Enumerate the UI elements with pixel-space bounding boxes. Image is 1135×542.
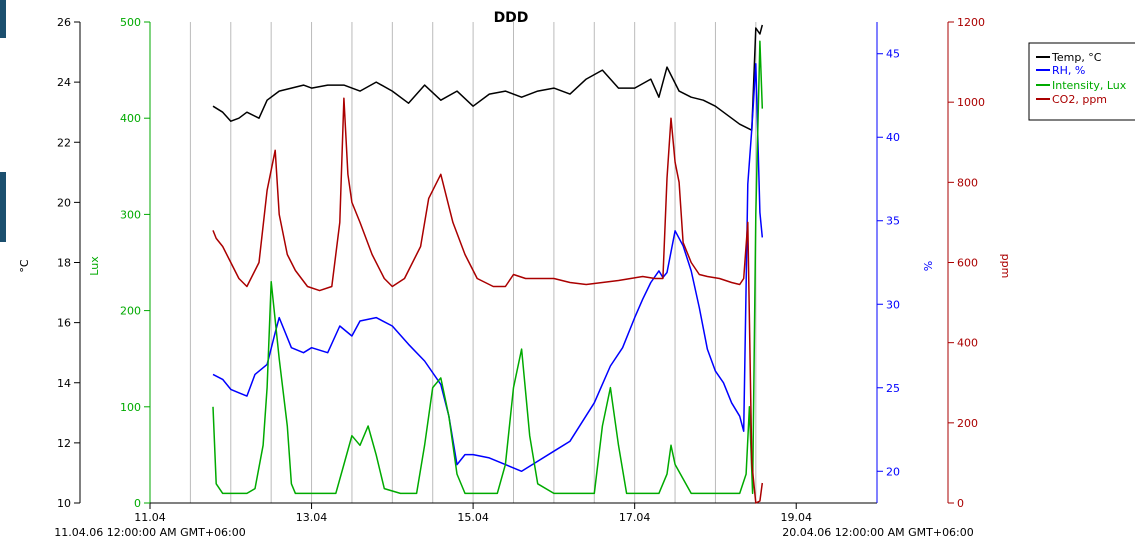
co2-tick-label: 1000 [957, 96, 985, 109]
legend: Temp, °C RH, % Intensity, Lux CO2, ppm [1028, 42, 1135, 121]
rh-tick-label: 20 [886, 465, 900, 478]
legend-box [1028, 42, 1135, 121]
rh-tick-label: 35 [886, 215, 900, 228]
x-range-start-label: 11.04.06 12:00:00 AM GMT+06:00 [54, 526, 246, 539]
lux-tick-label: 500 [120, 16, 141, 29]
x-tick-label: 17.04 [619, 511, 651, 524]
lux-tick-label: 100 [120, 401, 141, 414]
legend-label-co2: CO2, ppm [1052, 93, 1107, 106]
temp-tick-label: 22 [57, 136, 71, 149]
vertical-gridlines [189, 22, 757, 503]
series-line-rh [212, 63, 764, 473]
rh-tick-label: 40 [886, 131, 900, 144]
co2-tick-label: 200 [957, 417, 978, 430]
co2-tick-label: 600 [957, 257, 978, 270]
temp-tick-label: 12 [57, 437, 71, 450]
rh-tick-label: 25 [886, 382, 900, 395]
rh-axis-label: % [922, 261, 935, 271]
legend-label-temp: Temp, °C [1051, 51, 1102, 64]
temp-tick-label: 14 [57, 377, 71, 390]
series-layer [212, 24, 764, 504]
temp-tick-label: 18 [57, 257, 71, 270]
lux-axis-label: Lux [88, 256, 101, 276]
temp-tick-label: 26 [57, 16, 71, 29]
x-tick-label: 13.04 [296, 511, 328, 524]
series-line-co2 [212, 97, 764, 504]
chart-title: DDD [494, 10, 529, 26]
series-line-temp [212, 24, 764, 131]
x-tick-label: 19.04 [780, 511, 812, 524]
temp-tick-label: 16 [57, 317, 71, 330]
x-range-end-label: 20.04.06 12:00:00 AM GMT+06:00 [782, 526, 974, 539]
x-tick-label: 11.04 [134, 511, 166, 524]
rh-tick-label: 45 [886, 48, 900, 61]
axis-ticks: 11.04 13.04 15.04 17.04 19.04 10 12 14 16 18 20 22 2… [57, 16, 985, 524]
lux-tick-label: 300 [120, 208, 141, 221]
legend-label-lux: Intensity, Lux [1052, 79, 1127, 92]
co2-tick-label: 400 [957, 337, 978, 350]
co2-tick-label: 800 [957, 176, 978, 189]
left-edge-bar-top [0, 0, 6, 38]
x-tick-label: 15.04 [457, 511, 489, 524]
left-edge-bar-bottom [0, 172, 6, 242]
lux-tick-label: 0 [134, 497, 141, 510]
co2-tick-label: 1200 [957, 16, 985, 29]
co2-axis-label: ppm [999, 254, 1012, 279]
temp-axis-label: °C [18, 259, 31, 273]
series-line-lux [212, 40, 764, 495]
lux-tick-label: 400 [120, 112, 141, 125]
legend-label-rh: RH, % [1052, 64, 1085, 77]
lux-tick-label: 200 [120, 305, 141, 318]
rh-tick-label: 30 [886, 298, 900, 311]
temp-tick-label: 10 [57, 497, 71, 510]
temp-tick-label: 20 [57, 196, 71, 209]
co2-tick-label: 0 [957, 497, 964, 510]
temp-tick-label: 24 [57, 76, 71, 89]
